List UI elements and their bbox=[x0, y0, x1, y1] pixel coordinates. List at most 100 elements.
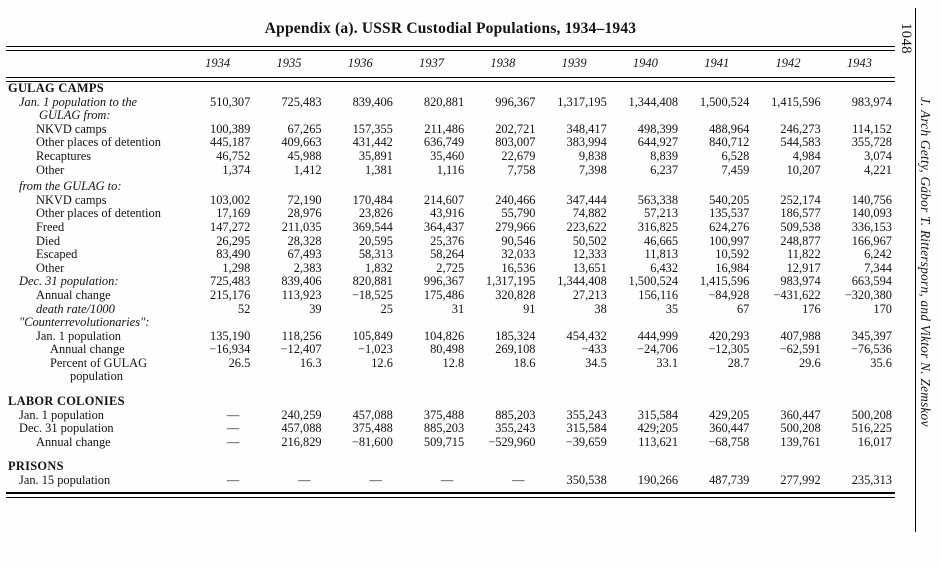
row-label: Other bbox=[36, 162, 65, 177]
cell: 46,665 bbox=[644, 233, 679, 248]
row-label: Annual change bbox=[36, 434, 111, 449]
cell: 10,207 bbox=[786, 162, 821, 177]
cell: −12,407 bbox=[280, 342, 322, 357]
row-label: Freed bbox=[36, 219, 65, 234]
cell: 509,715 bbox=[423, 434, 465, 449]
cell: 12.8 bbox=[442, 355, 465, 370]
cell: 7,398 bbox=[578, 162, 607, 177]
running-head-authors: J. Arch Getty, Gábor T. Rittersporn, and… bbox=[918, 97, 933, 427]
cell: 35,891 bbox=[358, 148, 393, 163]
cell: 28,976 bbox=[287, 206, 322, 221]
cell: 28.7 bbox=[727, 355, 750, 370]
cell: 1,344,408 bbox=[557, 274, 607, 289]
table-row: Percent of GULAG population 26.5 16.3 12.6 12… bbox=[6, 355, 895, 384]
table-row: from the GULAG to: bbox=[6, 179, 895, 194]
cell: — bbox=[226, 421, 240, 436]
cell: −320,380 bbox=[844, 287, 892, 302]
table-row: Other places of detention 445,187 409,663 4… bbox=[6, 136, 895, 150]
cell: 315,584 bbox=[566, 421, 607, 436]
table-row: Other places of detention 17,169 28,976 23,… bbox=[6, 207, 895, 221]
cell: 170,484 bbox=[352, 192, 393, 207]
cell: 316,825 bbox=[637, 219, 679, 234]
cell: 457,088 bbox=[352, 407, 393, 422]
year-header: 1938 bbox=[490, 56, 516, 70]
year-header: 1934 bbox=[205, 56, 231, 70]
cell: −68,758 bbox=[708, 434, 750, 449]
cell: 563,338 bbox=[637, 192, 679, 207]
cell: 1,381 bbox=[365, 162, 393, 177]
cell: 83,490 bbox=[216, 247, 251, 262]
cell: 252,174 bbox=[780, 192, 821, 207]
cell: 315,584 bbox=[637, 407, 679, 422]
row-label: Annual change bbox=[50, 342, 125, 357]
cell: 26,295 bbox=[216, 233, 251, 248]
page-margin-rule bbox=[915, 8, 916, 532]
cell: 544,583 bbox=[780, 135, 821, 150]
cell: 444,999 bbox=[637, 328, 679, 343]
table-row: Dec. 31 population: 725,483 839,406 820,881… bbox=[6, 275, 895, 289]
cell: 6,242 bbox=[864, 247, 892, 262]
cell: 235,313 bbox=[851, 473, 892, 488]
cell: 22,679 bbox=[501, 148, 536, 163]
cell: 10,592 bbox=[715, 247, 750, 262]
cell: 983,974 bbox=[780, 274, 821, 289]
table-title: Appendix (a). USSR Custodial Populations… bbox=[264, 20, 637, 37]
cell: 67,265 bbox=[287, 121, 322, 136]
table-rule-top bbox=[6, 46, 895, 51]
table-row: Dec. 31 population — 457,088 375,488 885,203… bbox=[6, 421, 895, 436]
cell: −24,706 bbox=[637, 342, 679, 357]
cell: 46,752 bbox=[216, 148, 251, 163]
cell: 510,307 bbox=[210, 94, 251, 109]
row-label: "Counterrevolutionaries": bbox=[19, 315, 150, 330]
year-header: 1937 bbox=[419, 56, 445, 70]
cell: 39 bbox=[309, 301, 322, 316]
cell: −62,591 bbox=[779, 342, 821, 357]
cell: 25,376 bbox=[430, 233, 465, 248]
cell: 186,577 bbox=[780, 206, 821, 221]
cell: 58,264 bbox=[430, 247, 465, 262]
cell: 277,992 bbox=[780, 473, 821, 488]
cell: 1,116 bbox=[436, 162, 465, 177]
table-row: "Counterrevolutionaries": bbox=[6, 315, 895, 330]
table-row: NKVD camps 103,002 72,190 170,484 214,607 240… bbox=[6, 192, 895, 208]
cell: 885,203 bbox=[495, 407, 536, 422]
cell: −81,600 bbox=[351, 434, 393, 449]
row-label: Jan. 1 population to the GULAG from: bbox=[19, 94, 138, 123]
cell: 839,406 bbox=[352, 94, 393, 109]
cell: 820,881 bbox=[423, 94, 465, 109]
cell: 215,176 bbox=[210, 287, 251, 302]
table-row: Jan. 15 population — — — — — 350,538 190,266 487… bbox=[6, 473, 895, 488]
row-label: Dec. 31 population bbox=[19, 421, 114, 436]
cell: 488,964 bbox=[709, 121, 750, 136]
cell: 375,488 bbox=[423, 407, 465, 422]
cell: 135,537 bbox=[709, 206, 750, 221]
cell: 7,344 bbox=[864, 260, 892, 275]
cell: 248,877 bbox=[780, 233, 821, 248]
cell: 1,344,408 bbox=[628, 94, 679, 109]
section-spacer bbox=[6, 449, 895, 460]
cell: 429;205 bbox=[637, 421, 679, 436]
cell: 50,502 bbox=[572, 233, 607, 248]
cell: 28,328 bbox=[287, 233, 322, 248]
year-header: 1942 bbox=[775, 56, 801, 70]
cell: 1,317,195 bbox=[485, 274, 536, 289]
row-label: LABOR COLONIES bbox=[8, 394, 125, 409]
cell: 34.5 bbox=[585, 355, 607, 370]
cell: 1,298 bbox=[222, 260, 251, 275]
cell: 135,190 bbox=[210, 328, 251, 343]
cell: 279,966 bbox=[495, 219, 536, 234]
cell: 3,074 bbox=[864, 148, 892, 163]
cell: 420,293 bbox=[709, 328, 750, 343]
cell: 7,758 bbox=[507, 162, 536, 177]
cell: 375,488 bbox=[352, 421, 393, 436]
cell: 8,839 bbox=[650, 148, 679, 163]
cell: 839,406 bbox=[281, 274, 322, 289]
cell: 35 bbox=[665, 301, 679, 316]
section-spacer bbox=[6, 384, 895, 395]
cell: 113,621 bbox=[638, 434, 679, 449]
cell: — bbox=[512, 473, 525, 488]
cell: 55,790 bbox=[501, 206, 536, 221]
cell: 17,169 bbox=[216, 206, 251, 221]
cell: 803,007 bbox=[495, 135, 536, 150]
year-header: 1943 bbox=[846, 56, 872, 70]
